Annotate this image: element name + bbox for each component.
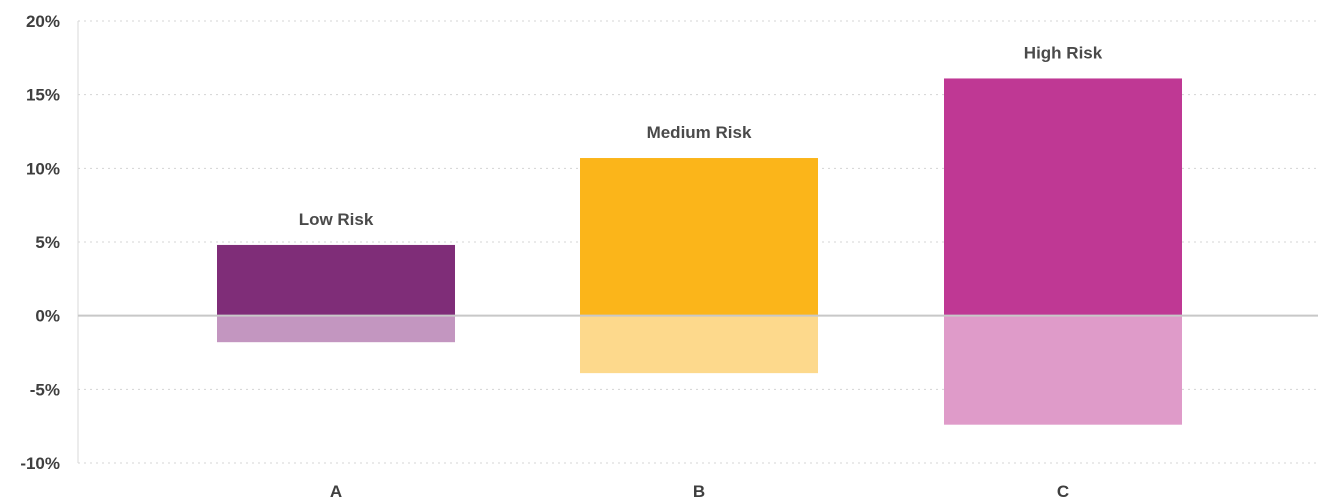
x-tick-label: B: [693, 482, 705, 501]
bar-positive-b: [580, 158, 818, 316]
y-tick-label: 0%: [35, 307, 60, 326]
x-tick-labels: A B C: [330, 482, 1069, 501]
bar-positive-c: [944, 78, 1182, 316]
bar-negative-a: [217, 315, 455, 343]
y-tick-label: 5%: [35, 233, 60, 252]
bar-labels: Low Risk Medium Risk High Risk: [299, 43, 1103, 228]
bar-positive-a: [217, 244, 455, 316]
x-tick-label: C: [1057, 482, 1069, 501]
y-tick-label: -10%: [20, 454, 60, 473]
bar-negative-c: [944, 315, 1182, 425]
bar-negative-b: [580, 315, 818, 374]
bar-label: Medium Risk: [647, 123, 752, 142]
bars: [217, 78, 1182, 425]
x-tick-label: A: [330, 482, 342, 501]
y-tick-label: 15%: [26, 86, 60, 105]
bar-label: High Risk: [1024, 43, 1103, 62]
y-tick-label: 10%: [26, 159, 60, 178]
bar-label: Low Risk: [299, 210, 374, 229]
y-tick-label: -5%: [30, 380, 60, 399]
y-tick-label: 20%: [26, 12, 60, 31]
y-tick-labels: 20% 15% 10% 5% 0% -5% -10%: [20, 12, 60, 473]
